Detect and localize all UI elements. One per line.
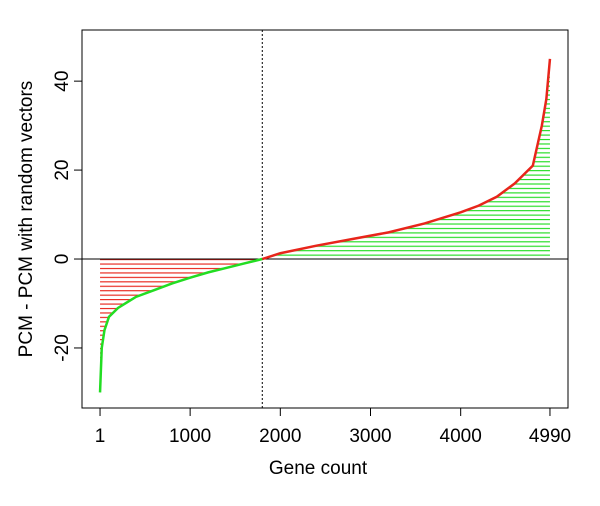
line-negative [98, 257, 263, 393]
line-positive [261, 58, 552, 261]
x-tick-label: 1000 [169, 426, 211, 447]
x-tick-label: 1 [95, 426, 106, 447]
x-tick-label: 4000 [440, 426, 482, 447]
x-tick-label: 4990 [529, 426, 571, 447]
plot-frame [81, 29, 569, 409]
area [262, 58, 550, 260]
x-tick-label: 3000 [349, 426, 391, 447]
x-axis-label: Gene count [269, 458, 368, 479]
y-tick-label: 40 [52, 71, 73, 92]
area [100, 259, 263, 393]
y-tick-label: 0 [52, 254, 73, 265]
y-tick-label: -20 [52, 334, 73, 361]
y-axis-label: PCM - PCM with random vectors [16, 81, 37, 358]
y-tick-label: 20 [52, 160, 73, 181]
x-tick-label: 2000 [259, 426, 301, 447]
